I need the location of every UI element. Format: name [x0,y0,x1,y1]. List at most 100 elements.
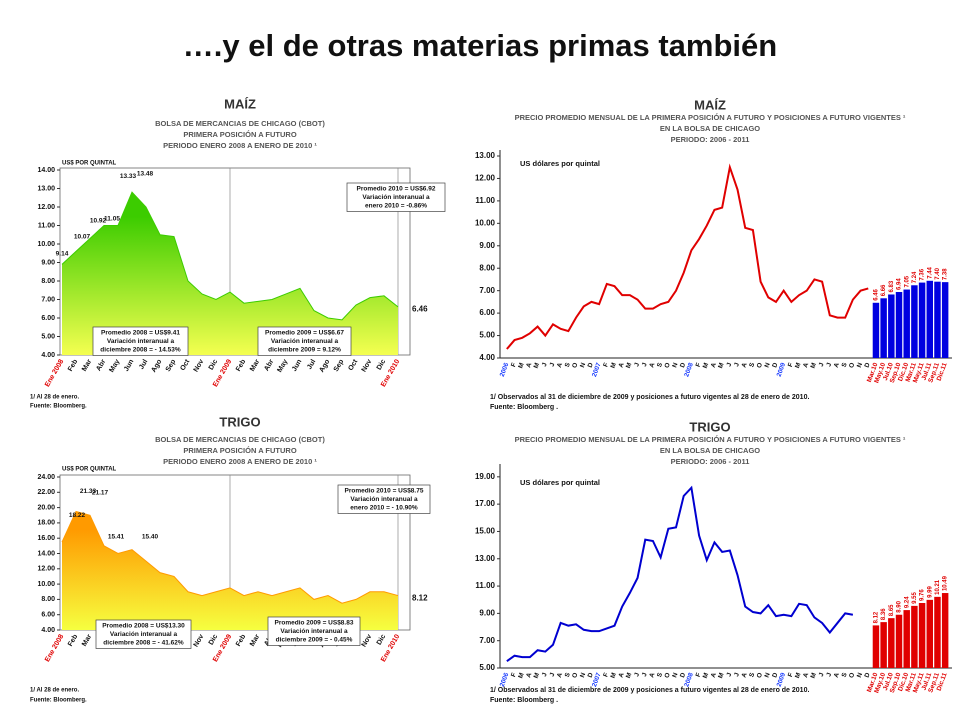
bar-value-label: 10.49 [943,575,949,591]
price-line [506,485,854,662]
chart-subtitle: BOLSA DE MERCANCIAS DE CHICAGO (CBOT) [155,435,325,444]
x-tick-label: J [726,672,734,678]
x-tick-label: D [864,362,872,369]
y-tick-label: 10.00 [475,218,496,227]
note-box [257,326,352,356]
x-tick-label: Sep [333,358,345,373]
x-tick-label: N [579,672,587,679]
note-text: Variación interanual a [110,631,178,638]
x-tick-label: M [533,362,541,369]
future-bar [895,614,903,668]
y-tick-label: 10.00 [37,241,55,248]
peak-label: 11.05 [104,215,120,222]
chart-title: MAÍZ [224,96,256,111]
note-text: Promedio 2009 = US$8.83 [275,620,354,627]
x-tick-label: A [556,672,564,679]
x-tick-label: 2009 [776,672,788,688]
y-tick-label: 10.00 [37,581,55,588]
future-bar [941,593,949,668]
bar-value-label: 7.05 [904,275,910,287]
y-tick-label: 6.00 [41,612,55,619]
future-bar [911,285,918,358]
future-bar [934,281,941,358]
chart-subtitle: PRIMERA POSICIÓN A FUTURO [183,130,297,139]
y-tick-label: 14.00 [37,550,55,557]
note-text: Variación interanual a [107,338,175,345]
chart-title: MAÍZ [694,97,726,112]
x-tick-label: Feb [67,358,79,372]
note-box [346,182,446,212]
x-tick-label: S [564,671,572,678]
x-tick-label: D [587,672,595,679]
peak-label: 15.40 [142,534,159,541]
x-tick-label: Jul [138,358,149,370]
y-tick-label: 15.00 [475,527,496,536]
bar-value-label: 8.12 [874,611,880,623]
x-tick-label: M [517,362,525,369]
area-line [61,510,399,604]
chart-title: TRIGO [219,414,260,429]
x-tick-label: 2009 [776,362,788,378]
area-fill [62,192,398,355]
x-tick-label: Ene 2008 [44,358,65,388]
note-text: Promedio 2009 = US$6.67 [265,330,344,337]
x-tick-label: O [664,362,672,369]
footnote: 1/ Al 28 de enero. [30,688,79,694]
peak-label: 18.22 [69,512,86,519]
x-tick-label: O [848,362,856,369]
bar-value-label: 6.66 [881,284,887,296]
x-tick-label: 2007 [591,672,603,688]
chart-subtitle: PERIODO: 2006 - 2011 [671,135,750,144]
x-tick-label: J [726,362,734,368]
note-text: Promedio 2010 = US$8.75 [345,488,424,495]
bar-value-label: 8.90 [897,600,903,612]
area-line [61,191,399,321]
y-tick-label: 11.00 [38,222,55,229]
y-tick-label: 5.00 [479,331,495,340]
bar-value-label: 7.44 [927,266,933,278]
bar-value-label: 8.65 [889,604,895,616]
x-tick-label: S [748,361,756,368]
y-axis-label: US dólares por quintal [520,478,600,487]
x-tick-label: O [848,672,856,679]
footnote: Fuente: Bloomberg. [30,404,87,410]
x-tick-label: Dic [376,358,388,371]
note-text: Promedio 2008 = US$13.30 [102,623,185,630]
x-tick-label: Feb [67,633,79,647]
x-tick-label: 2007 [591,362,603,378]
y-tick-label: 8.00 [41,278,55,285]
x-tick-label: J [641,672,649,678]
future-bar [895,292,903,358]
y-tick-label: 7.00 [41,296,55,303]
y-tick-label: 13.00 [475,554,496,563]
x-tick-label: M [717,362,725,369]
x-tick-label: M [517,672,525,679]
x-tick-label: Dic [208,358,220,371]
y-tick-label: 9.00 [41,259,55,266]
note-text: diciembre 2009 = 9.12% [268,347,341,354]
x-tick-label: N [579,362,587,369]
x-tick-label: D [771,672,779,679]
peak-label: 21.17 [92,489,109,496]
note-text: enero 2010 = -0.86% [365,203,427,210]
x-tick-label: Nov [193,358,206,373]
y-tick-label: 7.00 [479,636,495,645]
x-tick-label: J [825,362,833,368]
x-tick-label: Mar [81,633,93,648]
peak-label: 13.33 [120,173,137,180]
x-tick-label: 2008 [683,362,695,378]
y-tick-label: 9.00 [479,241,495,250]
y-axis-label: US dólares por quintal [520,159,600,168]
note-text: Variación interanual a [271,338,339,345]
x-tick-label: Ago [318,358,331,373]
x-tick-label: Dic [208,633,220,646]
future-bar [926,599,934,668]
chart-subtitle: PERIODO ENERO 2008 A ENERO DE 2010 ¹ [163,141,317,150]
x-tick-label: D [587,362,595,369]
x-tick-label: Mar [249,633,261,648]
note-text: diciembre 2008 = - 14.53% [100,347,181,354]
x-tick-label: M [809,672,817,679]
chart-subtitle: PRIMERA POSICIÓN A FUTURO [183,446,297,455]
x-tick-label: A [525,672,533,679]
